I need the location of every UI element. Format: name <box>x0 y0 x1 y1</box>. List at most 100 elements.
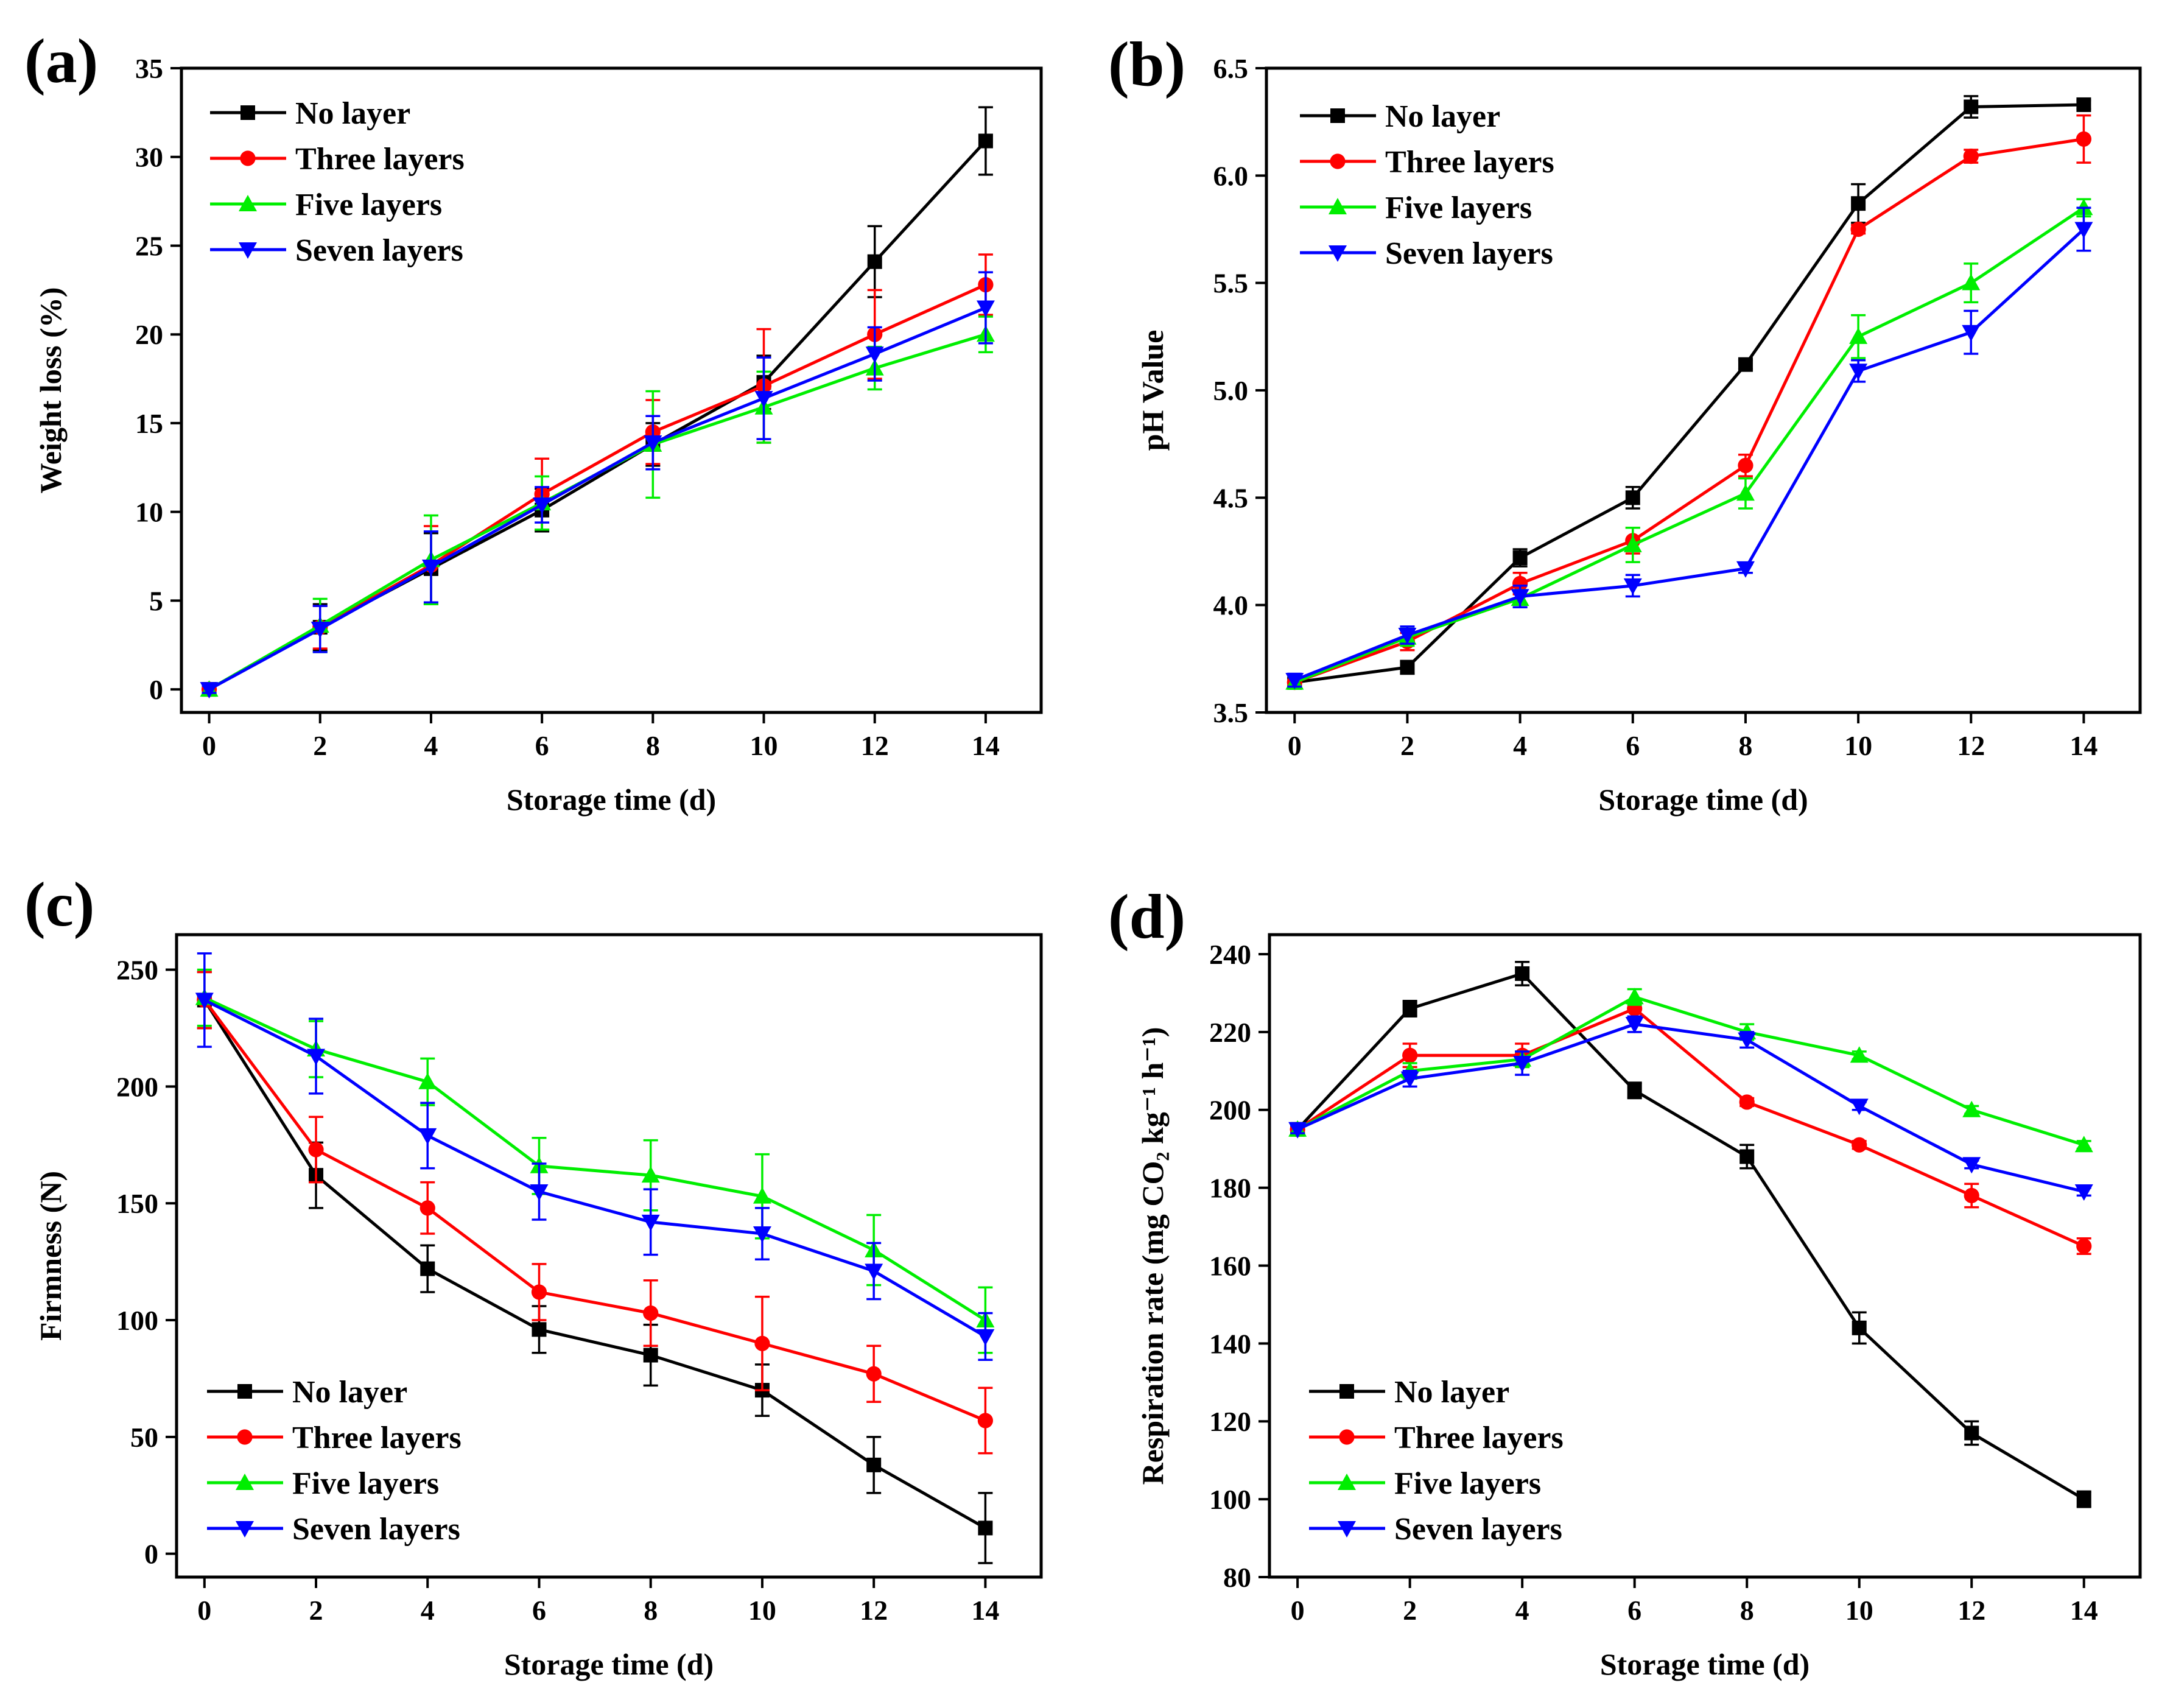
x-tick-label: 14 <box>972 730 1000 761</box>
panel-letter: (a) <box>24 26 98 96</box>
y-tick-label: 100 <box>1209 1484 1251 1515</box>
legend-label: Three layers <box>295 142 465 177</box>
legend-label: No layer <box>1394 1375 1509 1410</box>
data-point <box>865 346 884 364</box>
panel-letter: (d) <box>1108 882 1185 952</box>
legend-marker <box>236 1474 254 1490</box>
x-tick-label: 12 <box>860 1595 888 1626</box>
data-point <box>418 1128 437 1145</box>
data-point <box>1962 1100 1981 1117</box>
y-tick-label: 30 <box>135 142 163 173</box>
y-tick-label: 25 <box>135 230 163 261</box>
x-axis-label: Storage time (d) <box>1600 1647 1810 1681</box>
x-tick-label: 4 <box>1515 1595 1529 1626</box>
legend-label: Five layers <box>292 1466 439 1501</box>
y-tick-label: 20 <box>135 319 163 350</box>
data-point <box>1511 589 1529 606</box>
data-point <box>1964 99 1979 114</box>
data-point <box>1850 1098 1869 1116</box>
x-axis-label: Storage time (d) <box>507 782 716 817</box>
y-axis-label: Respiration rate (mg CO₂ kg⁻¹ h⁻¹) <box>1136 1027 1170 1485</box>
y-tick-label: 10 <box>135 497 163 528</box>
data-point <box>308 1142 324 1158</box>
legend-marker <box>1339 1384 1354 1399</box>
data-point <box>977 1413 993 1429</box>
data-point <box>1627 1083 1642 1098</box>
x-tick-label: 8 <box>646 730 660 761</box>
legend-label: Seven layers <box>295 233 463 268</box>
y-tick-label: 15 <box>135 408 163 439</box>
data-point <box>865 1263 883 1281</box>
data-point <box>1852 1137 1867 1153</box>
y-tick-label: 240 <box>1209 939 1251 970</box>
data-point <box>641 1214 660 1231</box>
data-point <box>1512 575 1528 592</box>
x-tick-label: 10 <box>1844 730 1872 761</box>
data-point <box>1288 1122 1307 1139</box>
legend-label: No layer <box>292 1375 407 1410</box>
series-line <box>1294 206 2085 684</box>
series-seven_layers <box>1285 206 2093 690</box>
data-point <box>754 1335 770 1351</box>
chart-panel-c: (c) 0 2 4 6 8 10 12 14 0 50 100 150 200 250 Storage tim… <box>24 870 1043 1681</box>
y-tick-label: 200 <box>116 1071 158 1102</box>
x-tick-label: 0 <box>197 1595 211 1626</box>
panel-letter: (b) <box>1108 29 1185 99</box>
data-point <box>753 1187 771 1204</box>
x-tick-label: 6 <box>1627 1595 1641 1626</box>
y-tick-label: 180 <box>1209 1173 1251 1204</box>
x-tick-label: 12 <box>1957 730 1985 761</box>
series-line <box>203 996 986 1322</box>
x-tick-label: 14 <box>2070 1595 2098 1626</box>
x-axis-label: Storage time (d) <box>1598 782 1808 817</box>
data-point <box>1513 1056 1532 1072</box>
data-point <box>1852 1320 1867 1335</box>
series-line <box>1296 1007 2085 1248</box>
data-point <box>1623 535 1642 552</box>
data-point <box>976 300 995 317</box>
y-tick-label: 120 <box>1209 1406 1251 1437</box>
data-point <box>1400 659 1415 675</box>
legend-label: Seven layers <box>1394 1512 1562 1547</box>
data-point <box>421 560 440 577</box>
data-point <box>1850 221 1866 237</box>
data-point <box>1963 148 1979 164</box>
y-tick-label: 140 <box>1209 1328 1251 1359</box>
x-tick-label: 4 <box>1513 730 1527 761</box>
y-axis-label: pH Value <box>1136 330 1170 451</box>
y-tick-label: 6.0 <box>1213 160 1249 191</box>
legend-marker <box>1329 198 1347 214</box>
legend-marker <box>1330 108 1345 123</box>
legend-marker <box>1338 1521 1356 1538</box>
data-point <box>866 1457 882 1472</box>
panel-letter: (c) <box>24 870 94 940</box>
series-line <box>1294 228 2085 682</box>
x-tick-label: 8 <box>1738 730 1752 761</box>
data-point <box>2074 1136 2093 1153</box>
legend-marker <box>240 105 255 120</box>
data-point <box>1402 1047 1418 1063</box>
x-tick-label: 10 <box>1845 1595 1873 1626</box>
y-tick-label: 6.5 <box>1213 53 1249 84</box>
x-tick-label: 8 <box>1740 1595 1754 1626</box>
legend-label: No layer <box>295 96 410 131</box>
x-tick-label: 6 <box>1626 730 1640 761</box>
plot-frame <box>175 933 1043 1579</box>
legend-marker <box>239 242 257 259</box>
series-seven_layers <box>200 271 995 699</box>
data-point <box>1962 273 1981 290</box>
x-tick-label: 10 <box>748 1595 776 1626</box>
data-point <box>311 622 329 639</box>
x-tick-label: 14 <box>971 1595 999 1626</box>
y-tick-label: 50 <box>130 1422 158 1453</box>
data-point <box>753 1226 771 1243</box>
data-point <box>976 1329 995 1346</box>
y-tick-label: 35 <box>135 53 163 84</box>
x-tick-label: 6 <box>532 1595 546 1626</box>
y-tick-label: 250 <box>116 955 158 986</box>
series-line <box>1296 972 2085 1501</box>
data-point <box>1512 550 1528 566</box>
series-five_layers <box>1285 198 2093 690</box>
legend-marker <box>237 1429 253 1445</box>
